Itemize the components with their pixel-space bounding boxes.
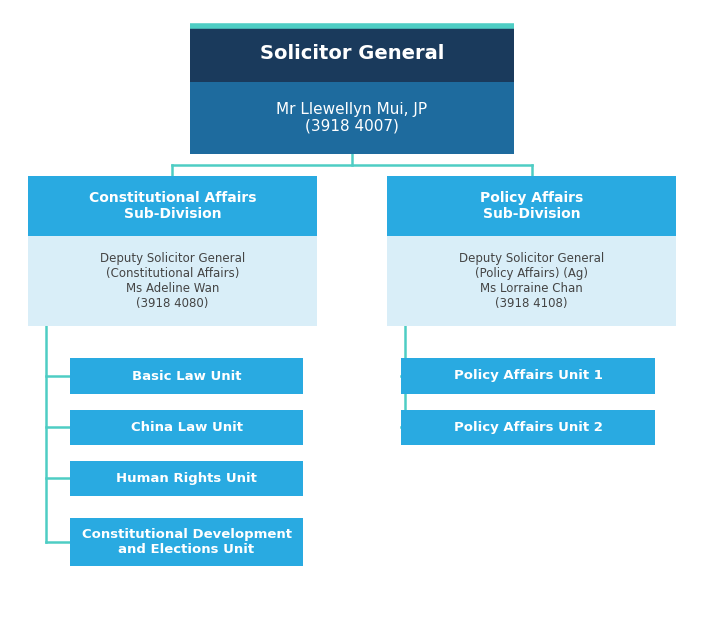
Text: Mr Llewellyn Mui, JP
(3918 4007): Mr Llewellyn Mui, JP (3918 4007) [277, 102, 427, 134]
Bar [28, 176, 317, 236]
Bar [401, 410, 655, 445]
Bar [70, 518, 303, 566]
Bar [70, 358, 303, 394]
Text: Policy Affairs Unit 1: Policy Affairs Unit 1 [453, 369, 603, 383]
Bar [70, 461, 303, 496]
Text: Policy Affairs
Sub-Division: Policy Affairs Sub-Division [480, 191, 583, 221]
Text: Basic Law Unit: Basic Law Unit [132, 369, 241, 383]
Bar [190, 82, 514, 154]
Text: Constitutional Development
and Elections Unit: Constitutional Development and Elections… [82, 529, 291, 556]
Text: Human Rights Unit: Human Rights Unit [116, 472, 257, 485]
Text: Solicitor General: Solicitor General [260, 44, 444, 63]
Bar [401, 358, 655, 394]
Bar [28, 236, 317, 326]
Text: Policy Affairs Unit 2: Policy Affairs Unit 2 [453, 420, 603, 434]
Bar [387, 236, 676, 326]
Bar [70, 410, 303, 445]
Bar [387, 176, 676, 236]
Bar [190, 26, 514, 82]
Text: Constitutional Affairs
Sub-Division: Constitutional Affairs Sub-Division [89, 191, 256, 221]
Text: Deputy Solicitor General
(Policy Affairs) (Ag)
Ms Lorraine Chan
(3918 4108): Deputy Solicitor General (Policy Affairs… [459, 252, 604, 310]
Text: China Law Unit: China Law Unit [130, 420, 243, 434]
Text: Deputy Solicitor General
(Constitutional Affairs)
Ms Adeline Wan
(3918 4080): Deputy Solicitor General (Constitutional… [100, 252, 245, 310]
